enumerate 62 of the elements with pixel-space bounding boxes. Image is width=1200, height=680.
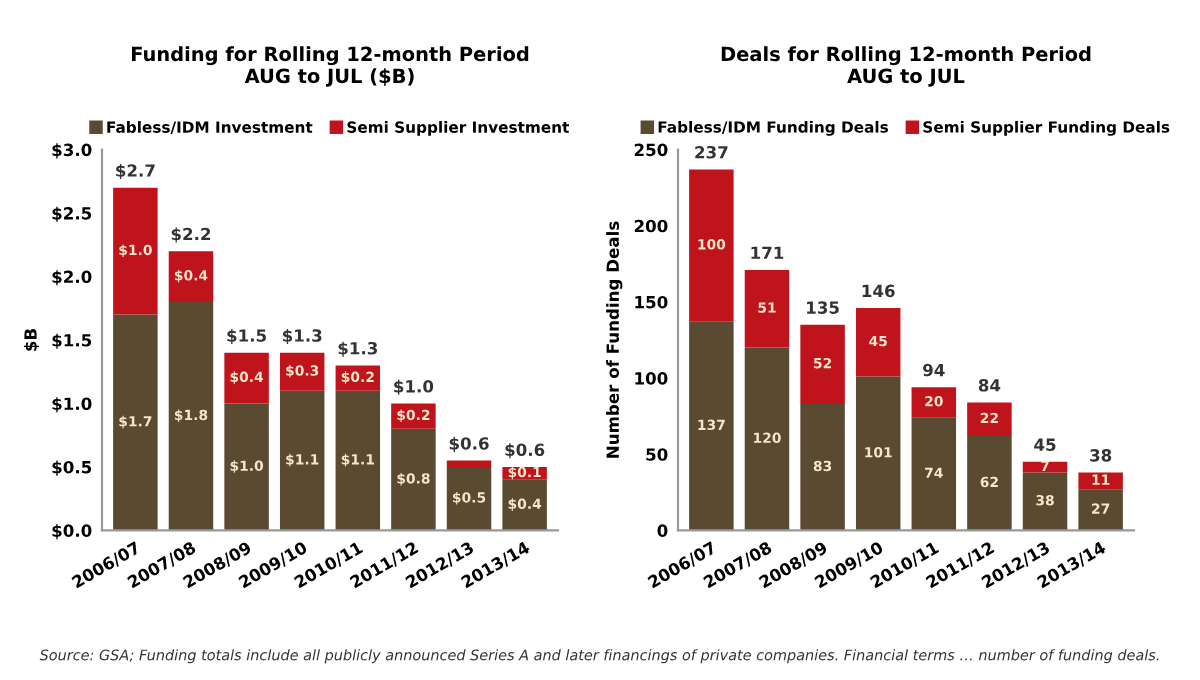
total-label: $0.6: [449, 436, 489, 452]
bar: [855, 376, 901, 531]
total-label: 135: [807, 301, 839, 314]
bar: [744, 347, 790, 531]
total-label: $2.2: [171, 227, 211, 243]
total-label: $0.6: [505, 443, 545, 459]
y-tick-label: $2.0: [52, 270, 92, 286]
y-tick-label: 100: [635, 372, 668, 385]
total-label: $1.0: [394, 379, 434, 395]
y-tick-label: $0.5: [52, 460, 92, 476]
y-tick-label: $0.0: [52, 524, 92, 540]
bar: [446, 460, 492, 467]
bar: [502, 479, 547, 531]
bar: [279, 352, 325, 391]
bar: [391, 428, 436, 531]
total-label: 237: [695, 145, 728, 159]
bar: [279, 390, 325, 531]
bar: [1078, 489, 1123, 531]
bar: [224, 403, 269, 531]
y-axis-title: Number of Funding Deals: [606, 221, 623, 458]
total-label: 38: [1090, 449, 1112, 462]
bar: [168, 251, 214, 302]
bar: [967, 435, 1012, 531]
y-tick-label: 150: [635, 295, 668, 309]
y-tick-label: 50: [646, 448, 668, 461]
bar: [744, 269, 790, 348]
total-label: 84: [978, 379, 1001, 392]
y-tick-label: 250: [634, 143, 668, 157]
bar: [800, 403, 845, 531]
bar: [911, 387, 957, 418]
bar: [391, 403, 436, 429]
bar: [168, 301, 214, 531]
y-tick-label: 0: [657, 524, 668, 537]
total-label: $1.5: [227, 328, 266, 345]
bar: [1022, 461, 1068, 473]
y-tick-label: $2.5: [52, 206, 92, 222]
total-label: $1.3: [338, 341, 378, 357]
bar: [800, 324, 845, 404]
bar: [855, 308, 901, 377]
y-axis-title: $B: [23, 329, 40, 351]
bar: [335, 390, 381, 531]
total-label: 94: [923, 363, 945, 377]
bar: [911, 417, 957, 531]
bar: [1022, 472, 1068, 531]
bar: [113, 314, 158, 531]
total-label: 171: [751, 246, 784, 259]
bar: [113, 187, 158, 315]
bar: [967, 402, 1012, 436]
y-tick-label: 200: [634, 219, 668, 233]
bar: [689, 169, 734, 322]
bar: [446, 466, 492, 531]
total-label: $1.3: [282, 328, 322, 345]
y-tick-label: $1.0: [52, 397, 92, 413]
y-tick-label: $3.0: [52, 143, 92, 159]
bar: [689, 321, 734, 531]
chart-title: Deals for Rolling 12-month Period AUG to JUL: [721, 46, 1091, 87]
y-tick-label: $1.5: [52, 333, 92, 349]
bar: [224, 352, 269, 404]
total-label: $2.7: [116, 163, 155, 180]
chart-title: Funding for Rolling 12-month Period AUG to JUL ($B): [131, 46, 529, 87]
total-label: 45: [1034, 438, 1056, 452]
total-label: 146: [862, 284, 895, 298]
